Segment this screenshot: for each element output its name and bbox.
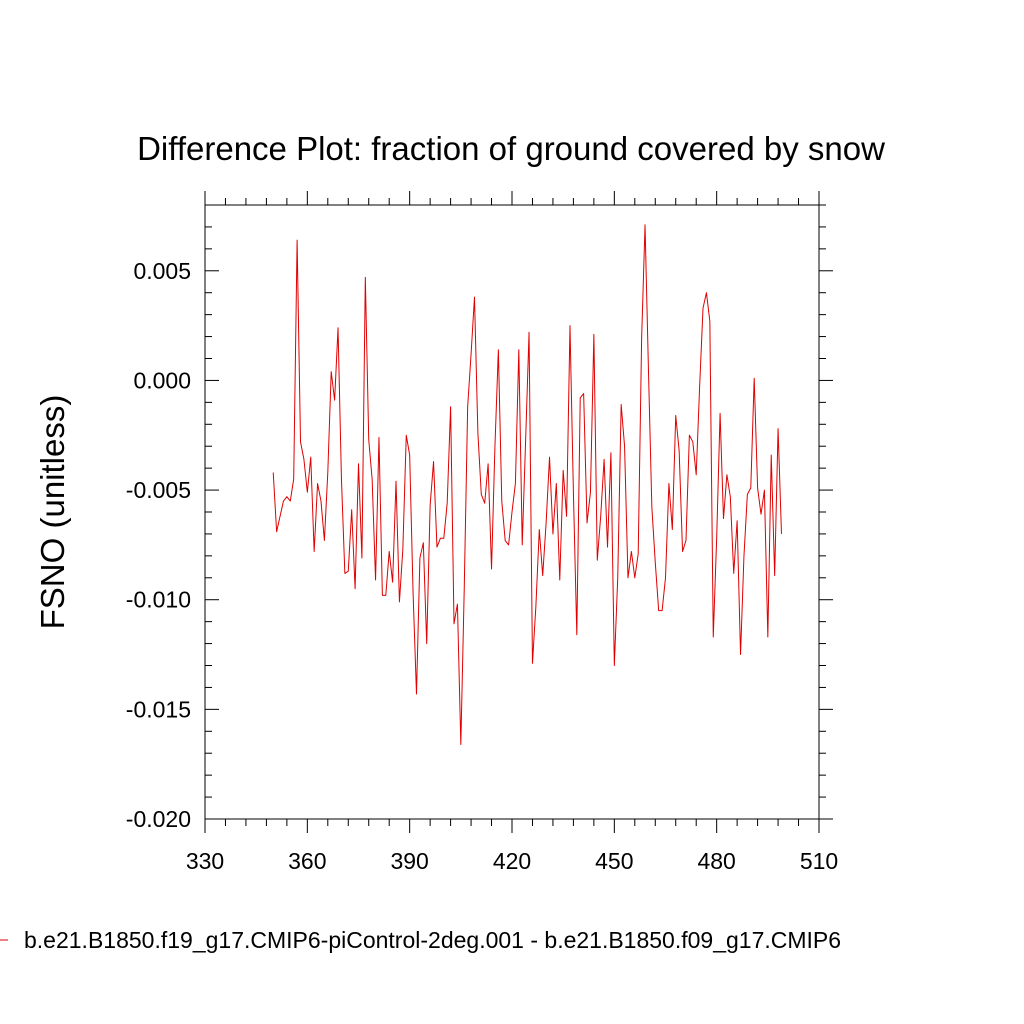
- x-tick-label: 510: [800, 848, 838, 874]
- x-tick-label: 330: [186, 848, 224, 874]
- series-group: [272, 224, 782, 745]
- y-axis-label: FSNO (unitless): [34, 395, 71, 630]
- chart-title: Difference Plot: fraction of ground cove…: [137, 130, 885, 167]
- x-tick-label: 390: [390, 848, 428, 874]
- x-tick-label: 420: [493, 848, 531, 874]
- ticks-group: [204, 191, 833, 833]
- y-tick-label: -0.015: [126, 696, 191, 722]
- legend-entry-label: b.e21.B1850.f19_g17.CMIP6-piControl-2deg…: [24, 927, 841, 953]
- tick-labels-group: 330 360 390 420 450 480 510 -0.020 -0.015 -0.010 -…: [126, 258, 838, 874]
- x-tick-label: 450: [595, 848, 633, 874]
- x-tick-label: 360: [288, 848, 326, 874]
- series-line: [272, 224, 782, 745]
- y-tick-label: -0.020: [126, 806, 191, 832]
- x-tick-label: 480: [697, 848, 735, 874]
- y-tick-label: 0.005: [133, 258, 191, 284]
- y-tick-label: -0.010: [126, 587, 191, 613]
- y-tick-label: 0.000: [133, 367, 191, 393]
- y-tick-label: -0.005: [126, 477, 191, 503]
- legend: b.e21.B1850.f19_g17.CMIP6-piControl-2deg…: [0, 927, 841, 953]
